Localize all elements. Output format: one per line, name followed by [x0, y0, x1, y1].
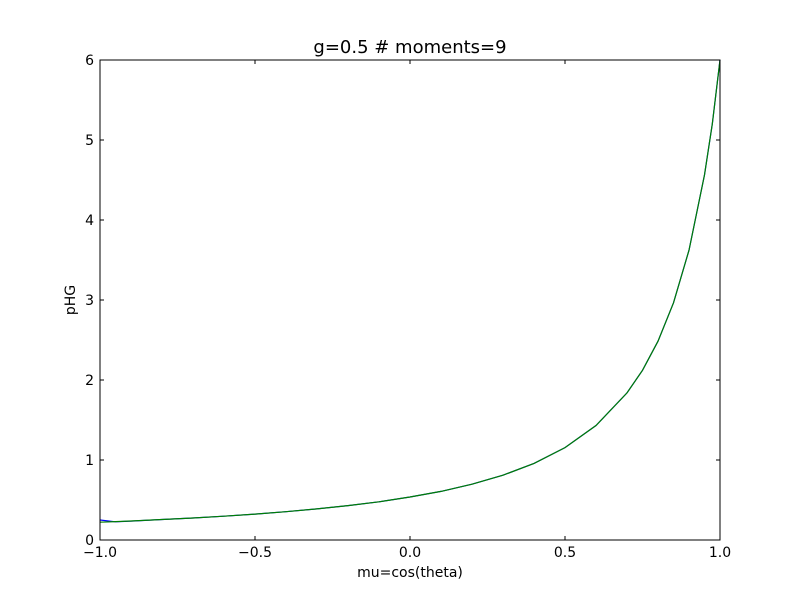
x-tick-label: 0.5	[554, 545, 576, 561]
x-tick-label: 1.0	[709, 545, 731, 561]
y-tick-label: 5	[85, 133, 94, 149]
y-tick-label: 0	[85, 533, 94, 549]
chart-title: g=0.5 # moments=9	[313, 37, 506, 58]
plot-frame	[99, 59, 721, 541]
y-tick-label: 2	[85, 373, 94, 389]
y-tick-label: 4	[85, 213, 94, 229]
series-line-0	[99, 59, 721, 523]
x-tick-label: −0.5	[238, 545, 272, 561]
y-tick-label: 3	[85, 293, 94, 309]
y-axis-label: pHG	[63, 285, 79, 315]
y-tick-label: 1	[85, 453, 94, 469]
series-line-1	[99, 59, 721, 523]
x-axis-label: mu=cos(theta)	[357, 565, 463, 581]
x-tick-label: −1.0	[83, 545, 117, 561]
x-tick-label: 0.0	[399, 545, 421, 561]
y-tick-label: 6	[85, 53, 94, 69]
